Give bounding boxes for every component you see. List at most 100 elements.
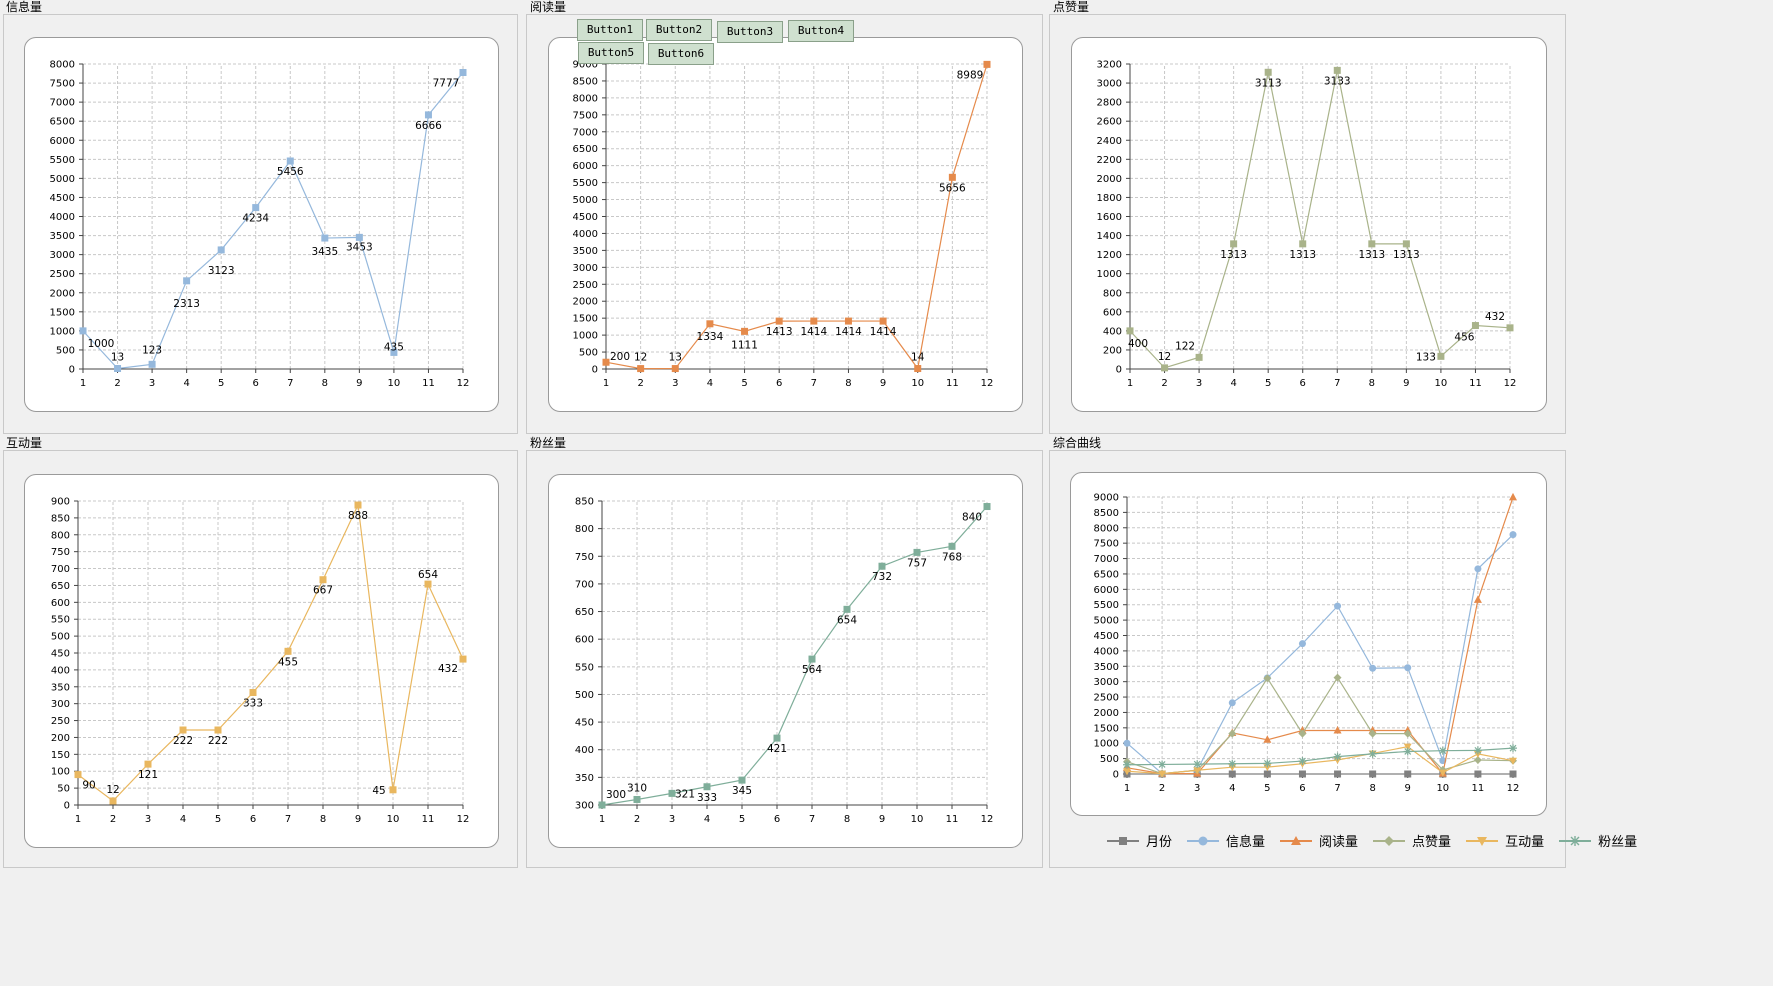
chart2-data-label: 1334 <box>697 331 724 343</box>
button-5[interactable]: Button5 <box>578 42 644 64</box>
chart5-point <box>843 605 851 613</box>
chart2-ytick-label: 5000 <box>573 195 598 206</box>
chart4-data-label: 45 <box>372 785 385 797</box>
legend-label: 互动量 <box>1505 835 1545 850</box>
chart4-ytick-label: 850 <box>51 513 70 524</box>
chart6-xtick-label: 9 <box>1405 783 1411 794</box>
chart3-xtick-label: 12 <box>1504 378 1517 389</box>
chart4-ytick-label: 300 <box>51 699 70 710</box>
chart5-xtick-label: 7 <box>809 814 815 825</box>
chart5-point <box>598 801 606 809</box>
chart5-point <box>808 655 816 663</box>
chart3-ytick-label: 1800 <box>1097 193 1122 204</box>
chart2-ytick-label: 2500 <box>573 280 598 291</box>
chart6-point <box>1298 729 1307 738</box>
chart5-point <box>983 503 991 511</box>
chart2-ytick-label: 3500 <box>573 246 598 257</box>
chart3-ytick-label: 2400 <box>1097 136 1122 147</box>
chart6-point <box>1438 746 1447 755</box>
chart2-ytick-label: 1000 <box>573 331 598 342</box>
chart3-ytick-label: 2800 <box>1097 98 1122 109</box>
legend-label: 粉丝量 <box>1598 835 1638 850</box>
legend-swatch <box>1466 836 1499 846</box>
chart6-xtick-label: 8 <box>1369 783 1375 794</box>
chart1-xtick-label: 10 <box>388 378 401 389</box>
chart5-ytick-label: 450 <box>575 718 594 729</box>
chart3-point <box>1437 352 1445 360</box>
chart6-ytick-label: 7500 <box>1094 539 1119 550</box>
chart1-data-label: 2313 <box>173 298 200 310</box>
chart3-xtick-label: 4 <box>1230 378 1236 389</box>
chart-box-interact <box>24 474 499 848</box>
chart3-data-label: 3113 <box>1255 77 1282 89</box>
chart3-xtick-label: 10 <box>1435 378 1448 389</box>
chart5-ytick-label: 550 <box>575 662 594 673</box>
chart4-point <box>144 760 152 768</box>
chart5-data-label: 321 <box>675 788 695 800</box>
button-2[interactable]: Button2 <box>646 19 712 41</box>
chart3-data-label: 133 <box>1416 351 1436 363</box>
chart6-point <box>1474 770 1482 778</box>
chart6-ytick-label: 6500 <box>1094 569 1119 580</box>
chart5-xtick-label: 12 <box>981 814 994 825</box>
button-6[interactable]: Button6 <box>648 43 714 65</box>
chart5-ytick-label: 750 <box>575 552 594 563</box>
chart3-xtick-label: 7 <box>1334 378 1340 389</box>
chart1-xtick-label: 12 <box>457 378 470 389</box>
chart3-ytick-label: 600 <box>1103 307 1122 318</box>
chart6-point <box>1263 759 1272 768</box>
chart2-xtick-label: 10 <box>911 378 924 389</box>
chart2-xtick-label: 2 <box>637 378 643 389</box>
chart1-ytick-label: 4500 <box>50 193 75 204</box>
chart6-xtick-label: 1 <box>1124 783 1130 794</box>
legend-swatch <box>1373 835 1406 846</box>
chart4-xtick-label: 4 <box>180 814 186 825</box>
chart6-point <box>1263 735 1272 743</box>
chart2-point <box>775 317 783 325</box>
chart5-data-label: 310 <box>627 782 647 794</box>
chart4-data-label: 888 <box>348 510 368 522</box>
chart3-ytick-label: 3000 <box>1097 79 1122 90</box>
chart4-data-label: 12 <box>106 784 119 796</box>
chart6-point <box>1509 744 1517 753</box>
legend-label: 信息量 <box>1226 835 1266 850</box>
chart2-ytick-label: 7000 <box>573 127 598 138</box>
chart6-point <box>1509 492 1517 501</box>
chart6-series-line-5 <box>1126 746 1514 775</box>
button-3[interactable]: Button3 <box>717 21 783 43</box>
chart5-data-label: 757 <box>907 557 927 569</box>
chart3-ytick-label: 200 <box>1103 345 1122 356</box>
chart5-data-label: 768 <box>942 551 962 563</box>
chart1-ytick-label: 4000 <box>50 212 75 223</box>
chart6-point <box>1298 757 1307 766</box>
chart3-point <box>1264 68 1272 76</box>
chart2-ytick-label: 8000 <box>573 93 598 104</box>
chart2-xtick-label: 1 <box>603 378 609 389</box>
chart1-ytick-label: 500 <box>56 345 75 356</box>
chart4-xtick-label: 1 <box>75 814 81 825</box>
chart5-point <box>913 548 921 556</box>
chart3-point <box>1126 327 1134 335</box>
chart4-ytick-label: 100 <box>51 767 70 778</box>
chart1-series-line-1 <box>82 72 464 370</box>
chart4-ytick-label: 600 <box>51 598 70 609</box>
chart2-ytick-label: 2000 <box>573 297 598 308</box>
chart6-series-line-6 <box>1126 747 1514 766</box>
chart6-point <box>1298 640 1306 648</box>
chart6-point <box>1263 674 1272 683</box>
chart3-ytick-label: 1200 <box>1097 250 1122 261</box>
button-1[interactable]: Button1 <box>577 19 643 41</box>
chart5-ytick-label: 800 <box>575 524 594 535</box>
button-4[interactable]: Button4 <box>788 20 854 42</box>
chart1-data-label: 123 <box>142 344 162 356</box>
chart4-point <box>284 647 292 655</box>
chart1-xtick-label: 1 <box>80 378 86 389</box>
chart5-point <box>878 562 886 570</box>
chart6-point <box>1403 747 1412 756</box>
legend-label: 月份 <box>1146 835 1173 850</box>
chart4-data-label: 667 <box>313 585 333 597</box>
chart2-point <box>914 365 922 373</box>
chart5-xtick-label: 11 <box>946 814 959 825</box>
chart6-ytick-label: 7000 <box>1094 554 1119 565</box>
